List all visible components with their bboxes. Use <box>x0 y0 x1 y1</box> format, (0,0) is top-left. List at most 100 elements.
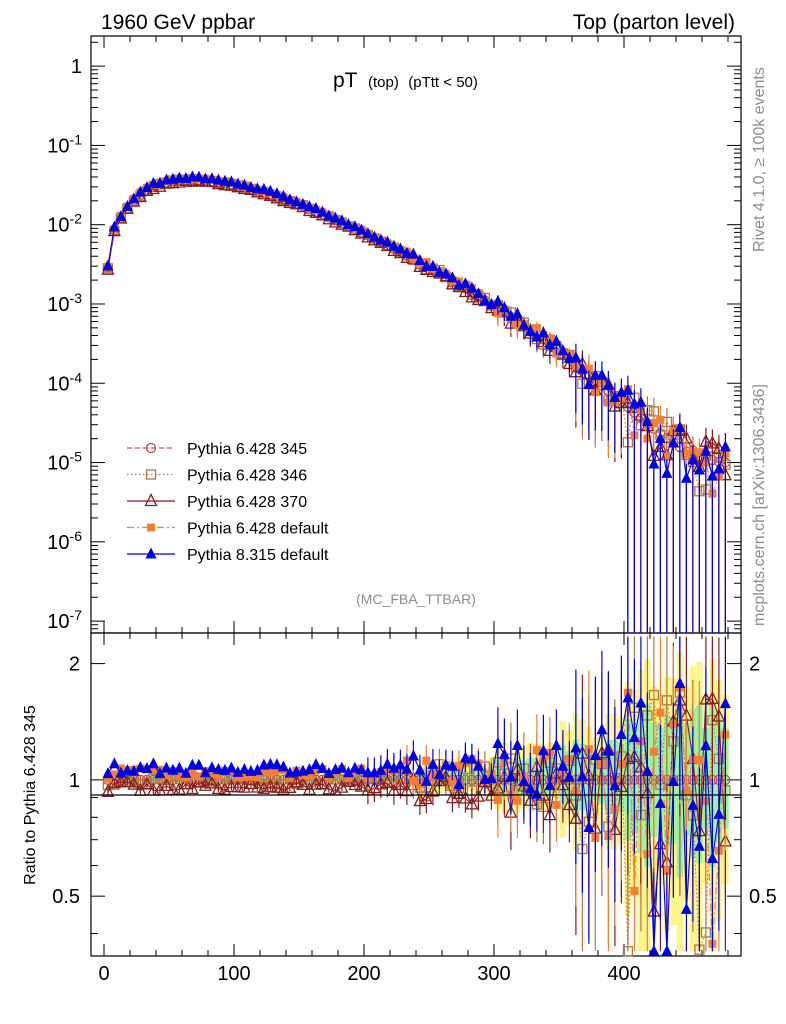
ratio-point <box>628 731 640 743</box>
ratio-point <box>458 790 472 804</box>
ratio-point <box>557 759 569 771</box>
data-point <box>232 177 244 189</box>
ratio-point <box>393 776 407 790</box>
data-point <box>329 211 341 223</box>
ratio-point <box>303 763 315 775</box>
series-line <box>107 180 726 476</box>
ratio-point <box>687 798 699 810</box>
ratio-point <box>231 779 245 793</box>
data-point <box>381 235 393 247</box>
ratio-point <box>348 777 362 791</box>
ratio-point <box>375 764 387 776</box>
y-tick-exponent: -7 <box>70 607 83 623</box>
ratio-point <box>246 772 255 781</box>
ratio-point <box>194 772 203 781</box>
data-point <box>355 223 367 235</box>
ratio-point <box>271 758 283 770</box>
ratio-point <box>225 761 237 773</box>
ratio-point <box>388 761 400 773</box>
ratio-point <box>355 763 367 775</box>
ratio-point <box>322 781 336 795</box>
mcplots-label: mcplots.cern.ch [arXiv:1306.3436] <box>751 384 768 626</box>
x-tick-label: 400 <box>607 963 640 985</box>
header-left: 1960 GeV ppbar <box>101 11 255 34</box>
ratio-point <box>622 691 634 703</box>
y-tick-label: 10-6 <box>47 528 82 554</box>
ratio-tick-label-left: 1 <box>69 770 80 792</box>
data-point <box>414 253 426 265</box>
data-point <box>368 230 380 242</box>
ratio-point <box>615 728 627 740</box>
data-point <box>576 362 588 374</box>
y-tick-base: 10 <box>47 215 69 237</box>
data-point <box>427 259 439 271</box>
ratio-point <box>344 774 353 783</box>
ratio-point <box>367 780 381 794</box>
ratio-point <box>656 708 665 717</box>
ratio-point <box>550 738 562 750</box>
ratio-point <box>419 791 433 805</box>
data-point <box>609 391 621 403</box>
ratio-point <box>446 759 458 771</box>
ratio-point <box>192 774 206 788</box>
ratio-point <box>349 761 361 773</box>
y-tick-label: 1 <box>71 56 82 78</box>
ratio-point <box>409 777 418 786</box>
ratio-point <box>110 770 119 779</box>
ratio-point <box>654 796 666 808</box>
ratio-point <box>544 779 556 791</box>
main-series-layer <box>101 170 732 633</box>
data-point <box>648 457 660 469</box>
data-point <box>545 334 554 343</box>
ratio-point <box>649 747 658 756</box>
ratio-point <box>214 771 223 780</box>
y-tick-base: 10 <box>47 532 69 554</box>
legend-label: Pythia 6.428 default <box>187 521 329 538</box>
ratio-point <box>120 774 134 788</box>
y-tick-base: 10 <box>47 373 69 395</box>
ratio-point <box>285 773 294 782</box>
data-point <box>128 192 140 204</box>
data-point <box>532 324 541 333</box>
data-point <box>446 271 458 283</box>
x-tick-label: 300 <box>477 963 510 985</box>
y-tick-labels-ratio: 0.5 0.5 1 1 2 2 <box>52 654 777 909</box>
ratio-point <box>422 756 431 765</box>
title-sub2: (pTtt < 50) <box>408 74 478 91</box>
data-point <box>407 247 419 259</box>
data-point <box>654 432 666 444</box>
data-point <box>674 420 686 432</box>
ratio-point <box>394 758 406 770</box>
y-tick-base: 10 <box>47 453 69 475</box>
ratio-point <box>570 741 582 753</box>
ratio-tick-label-left: 2 <box>69 654 80 676</box>
ratio-point <box>667 774 679 786</box>
ratio-y-label: Ratio to Pythia 6.428 345 <box>22 705 39 885</box>
data-point <box>258 182 270 194</box>
data-point <box>316 205 328 217</box>
ratio-point <box>323 767 335 779</box>
header-right: Top (parton level) <box>573 11 735 34</box>
data-point <box>498 301 510 313</box>
axis-ticks <box>91 36 741 956</box>
y-tick-exponent: -6 <box>70 528 83 544</box>
ratio-point <box>147 757 159 769</box>
ratio-point <box>471 788 485 802</box>
ratio-point <box>518 775 530 787</box>
data-point <box>206 172 218 184</box>
ratio-point <box>238 763 250 775</box>
title-sub1: (top) <box>368 74 399 91</box>
ratio-point <box>263 778 277 792</box>
data-point <box>284 193 296 205</box>
ratio-point <box>531 787 543 799</box>
ratio-point <box>266 768 275 777</box>
x-tick-labels: 0 100 200 300 400 <box>98 963 640 985</box>
ratio-point <box>108 757 120 769</box>
data-point <box>700 444 712 456</box>
data-point <box>719 440 731 452</box>
data-point <box>238 178 250 190</box>
ratio-point <box>277 760 289 772</box>
data-point <box>583 378 595 390</box>
data-point <box>277 189 289 201</box>
series-main-5 <box>102 170 731 633</box>
